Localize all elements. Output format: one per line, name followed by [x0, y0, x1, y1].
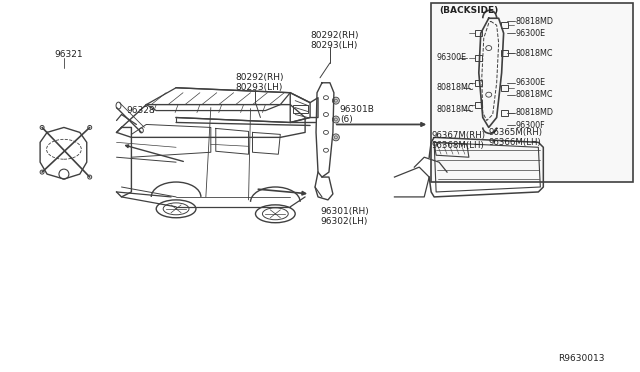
- Ellipse shape: [332, 134, 339, 141]
- Text: 80292(RH): 80292(RH): [236, 73, 284, 82]
- Ellipse shape: [40, 170, 44, 174]
- Text: 80818MC: 80818MC: [516, 90, 553, 99]
- Text: 96365M(RH): 96365M(RH): [489, 128, 543, 137]
- Bar: [475, 30, 482, 36]
- Ellipse shape: [255, 205, 295, 223]
- Text: 96300E: 96300E: [516, 29, 546, 38]
- Bar: [475, 80, 482, 86]
- Bar: [500, 50, 508, 56]
- Text: 96300E: 96300E: [516, 78, 546, 87]
- Text: 96300F: 96300F: [516, 121, 545, 130]
- Bar: [500, 22, 508, 28]
- Ellipse shape: [40, 125, 44, 129]
- Text: 96302(LH): 96302(LH): [320, 217, 367, 226]
- Ellipse shape: [156, 200, 196, 218]
- Ellipse shape: [88, 125, 92, 129]
- Text: 96321: 96321: [54, 51, 83, 60]
- Text: 96328: 96328: [127, 106, 155, 115]
- Text: 80293(LH): 80293(LH): [310, 41, 358, 49]
- Text: 96367M(RH): 96367M(RH): [431, 131, 485, 140]
- Bar: [475, 55, 482, 61]
- Text: 96300E: 96300E: [436, 54, 467, 62]
- Text: 96301(RH): 96301(RH): [320, 207, 369, 216]
- Ellipse shape: [332, 116, 339, 123]
- Bar: [293, 105, 308, 113]
- Text: 96366M(LH): 96366M(LH): [489, 138, 541, 147]
- Ellipse shape: [332, 97, 339, 104]
- Text: 80818MD: 80818MD: [516, 108, 554, 117]
- Ellipse shape: [88, 175, 92, 179]
- Text: R9630013: R9630013: [558, 354, 605, 363]
- Text: 96368M(LH): 96368M(LH): [431, 141, 484, 150]
- Text: 80818MC: 80818MC: [436, 105, 474, 114]
- Text: 96301B
(6): 96301B (6): [340, 105, 375, 124]
- Bar: [475, 102, 482, 108]
- Text: 80292(RH): 80292(RH): [310, 31, 358, 40]
- Text: 80818MD: 80818MD: [516, 17, 554, 26]
- Text: 80818MC: 80818MC: [436, 83, 474, 92]
- Bar: [431, 3, 633, 182]
- Bar: [500, 110, 508, 116]
- Text: 80293(LH): 80293(LH): [236, 83, 283, 92]
- Bar: [500, 85, 508, 91]
- Text: (BACKSIDE): (BACKSIDE): [439, 6, 499, 15]
- Text: 80818MC: 80818MC: [516, 48, 553, 58]
